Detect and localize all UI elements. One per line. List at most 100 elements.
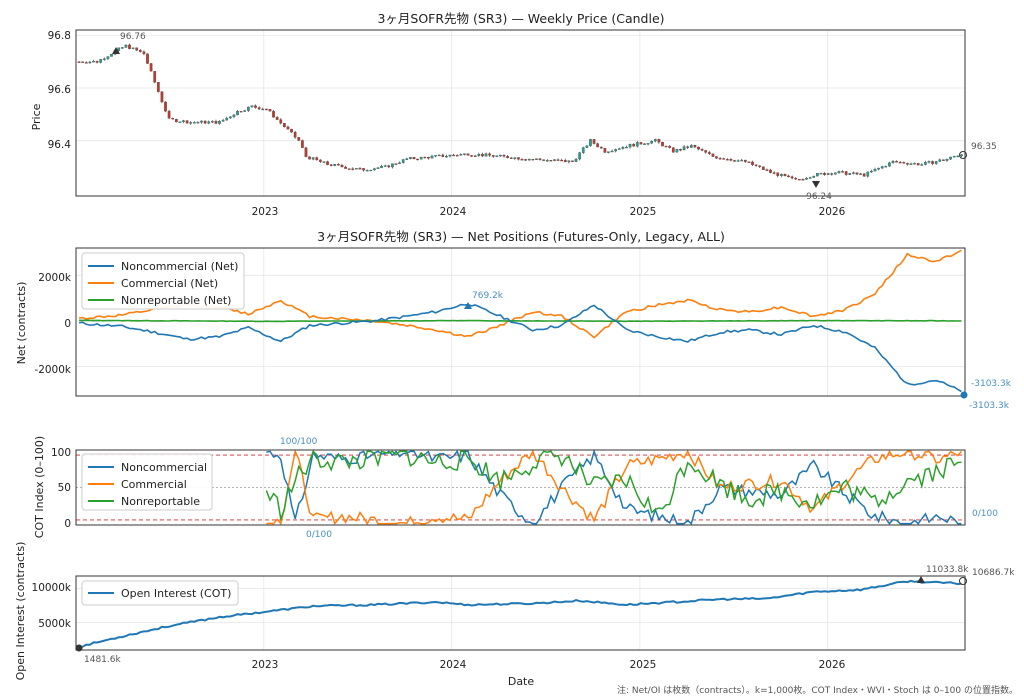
candle-body	[77, 61, 81, 63]
candle-body	[621, 146, 625, 149]
candle-body	[463, 153, 466, 155]
candle-body	[815, 173, 819, 177]
candle-body	[599, 146, 603, 149]
candle-body	[160, 91, 164, 103]
candle-body	[138, 50, 142, 52]
candle-body	[268, 109, 272, 112]
candle-body	[225, 117, 229, 121]
candle-body	[81, 61, 85, 63]
candle-body	[340, 164, 344, 168]
cot-legend-label-commercial: Commercial	[121, 478, 187, 491]
candle-body	[380, 166, 383, 168]
price-max-annotation: 96.76	[120, 32, 146, 42]
candle-body	[445, 155, 448, 158]
candle-body	[718, 158, 722, 160]
candle-body	[751, 161, 754, 165]
candle-body	[942, 159, 945, 161]
candle-body	[859, 173, 862, 175]
candle-body	[84, 62, 88, 64]
oi-legend: Open Interest (COT)	[81, 580, 239, 606]
candle-body	[725, 159, 729, 161]
candle-body	[279, 119, 283, 124]
cot-min-annotation: 0/100	[306, 530, 332, 540]
candle-body	[679, 149, 682, 151]
candle-body	[358, 168, 362, 170]
candle-body	[801, 179, 805, 181]
candle-body	[682, 146, 686, 151]
candle-body	[146, 53, 149, 64]
candle-body	[567, 160, 571, 163]
candle-body	[686, 146, 690, 148]
candle-body	[844, 171, 848, 175]
candle-body	[164, 101, 167, 112]
candle-body	[765, 169, 769, 171]
candle-body	[610, 150, 614, 153]
price-x-tick-2024: 2024	[440, 206, 467, 218]
candle-body	[156, 82, 160, 92]
candle-body	[171, 117, 175, 120]
net-tick-2000k: 2000k	[38, 272, 72, 284]
candle-body	[520, 159, 524, 161]
candle-body	[664, 145, 668, 148]
candle-body	[945, 158, 949, 161]
candle-body	[571, 160, 574, 162]
candle-body	[232, 114, 236, 117]
candle-body	[128, 44, 131, 49]
candle-body	[776, 172, 780, 176]
candle-body	[412, 157, 416, 160]
net-panel: 3ヶ月SOFR先物 (SR3) — Net Positions (Futures…	[15, 229, 1012, 411]
candle-body	[131, 47, 135, 49]
candle-body	[772, 172, 776, 174]
candle-body	[120, 47, 124, 49]
candle-body	[808, 177, 812, 179]
candle-body	[607, 151, 610, 153]
oi-tick-5000k: 5000k	[38, 618, 72, 630]
candle-body	[246, 106, 250, 111]
candle-body	[459, 154, 463, 156]
net-panel-title: 3ヶ月SOFR先物 (SR3) — Net Positions (Futures…	[317, 229, 725, 244]
candle-body	[135, 47, 139, 51]
candle-body	[322, 161, 326, 163]
candle-body	[92, 60, 95, 63]
candle-body	[477, 154, 481, 156]
candle-body	[693, 144, 697, 148]
candle-body	[920, 164, 924, 166]
candle-body	[873, 169, 877, 172]
candle-body	[448, 154, 452, 157]
candle-body	[301, 140, 304, 148]
candle-body	[617, 148, 621, 150]
cot-legend: Noncommercial Commercial Nonreportable	[81, 453, 213, 511]
candle-body	[837, 171, 841, 173]
candle-body	[329, 164, 333, 166]
candle-body	[369, 169, 373, 172]
candle-body	[830, 173, 834, 175]
price-plot-frame	[75, 29, 966, 197]
candle-body	[250, 105, 254, 108]
net-max-annotation: 769.2k	[472, 291, 504, 301]
oi-plot-frame	[75, 575, 966, 651]
candle-body	[769, 169, 772, 173]
candle-body	[646, 143, 650, 145]
price-candles	[77, 43, 963, 181]
candle-body	[261, 108, 265, 111]
candle-body	[243, 110, 247, 112]
candle-body	[102, 58, 106, 60]
net-plot-frame	[75, 247, 966, 397]
candle-body	[956, 155, 960, 158]
net-legend-label-commercial: Commercial (Net)	[121, 277, 218, 290]
candle-body	[787, 175, 790, 178]
candle-body	[711, 153, 715, 157]
candle-body	[401, 159, 405, 163]
candle-body	[834, 172, 837, 175]
candle-body	[574, 158, 578, 162]
candle-body	[949, 156, 952, 160]
candle-body	[308, 156, 311, 160]
oi-min-annotation: 1481.6k	[84, 655, 121, 665]
candle-body	[210, 121, 214, 123]
net-tick-minus-2000k: -2000k	[34, 364, 72, 376]
cot-line-noncommercial	[266, 448, 962, 525]
candle-body	[632, 143, 636, 147]
candle-body	[347, 168, 351, 170]
candle-body	[272, 111, 275, 118]
